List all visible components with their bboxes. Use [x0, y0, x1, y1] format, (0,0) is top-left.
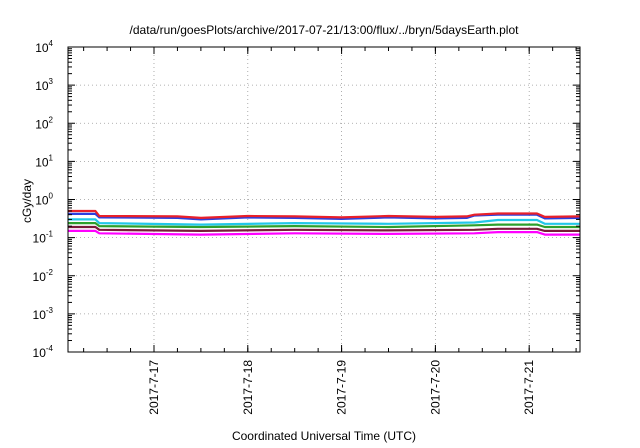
- tick-labels: 10-4 10-3 10-2 10-1 100 101 102 103 104 2017-7-17…: [33, 39, 537, 415]
- y-tick-label: 10-1: [33, 230, 54, 246]
- series-line: [68, 229, 580, 236]
- chart-title: /data/run/goesPlots/archive/2017-07-21/1…: [130, 23, 520, 37]
- x-tick-label: 2017-7-20: [428, 360, 442, 415]
- x-tick-label: 2017-7-18: [241, 360, 255, 415]
- y-tick-label: 10-2: [33, 268, 54, 284]
- y-tick-label: 10-3: [33, 306, 54, 322]
- series-line: [68, 218, 580, 226]
- series-line: [68, 212, 581, 221]
- series-line: [68, 209, 581, 219]
- x-tick-label: 2017-7-21: [522, 360, 536, 415]
- x-axis-label: Coordinated Universal Time (UTC): [232, 429, 416, 443]
- tick-marks: [68, 46, 580, 353]
- y-tick-label: 100: [35, 192, 53, 208]
- y-tick-label: 104: [35, 39, 53, 55]
- y-tick-label: 101: [35, 153, 53, 169]
- x-tick-label: 2017-7-19: [335, 360, 349, 415]
- x-tick-label: 2017-7-17: [147, 360, 161, 415]
- series-line: [68, 222, 580, 229]
- y-tick-label: 103: [35, 77, 53, 93]
- y-tick-label: 10-4: [33, 344, 54, 360]
- grid-lines: [68, 47, 580, 352]
- y-tick-label: 102: [35, 115, 53, 131]
- series-lines: [68, 209, 581, 236]
- y-axis-label: cGy/day: [20, 179, 34, 223]
- series-line: [68, 225, 580, 232]
